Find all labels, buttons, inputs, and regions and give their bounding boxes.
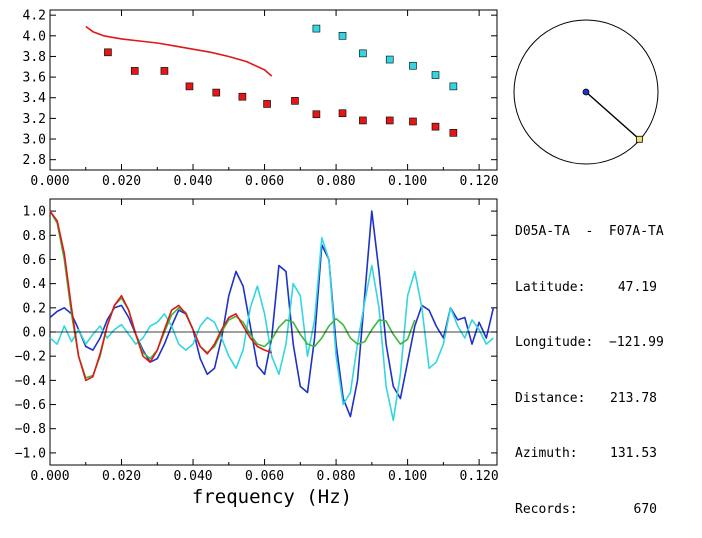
velocity-y-tick-label: 3.2 <box>23 112 46 127</box>
velocity-point <box>449 129 458 137</box>
velocity-point <box>449 82 458 91</box>
velocity-point <box>385 55 394 64</box>
correlation-series-line <box>49 210 272 382</box>
x-axis-label: frequency (Hz) <box>192 486 352 508</box>
velocity-point <box>359 116 367 125</box>
station-pair: D05A-TA - F07A-TA <box>515 224 664 239</box>
velocity-point <box>359 49 367 58</box>
velocity-point <box>431 122 440 131</box>
records-value: 670 <box>633 501 657 517</box>
correlation-y-tick-label: 0.0 <box>23 326 46 341</box>
velocity-y-tick-label: 2.8 <box>23 153 46 168</box>
azimuth-label: Azimuth: <box>515 446 578 461</box>
velocity-point <box>238 92 247 101</box>
map-circle <box>513 19 659 165</box>
velocity-y-tick-label: 3.8 <box>23 50 46 65</box>
velocity-panel: 0.000 0.020 0.040 0.060 0.080 0.100 0.120 2.8 3.… <box>23 9 499 189</box>
velocity-panel-data <box>85 24 458 137</box>
velocity-x-tick-label: 0.080 <box>317 174 356 189</box>
correlation-panel-ticks: 0.000 0.020 0.040 0.060 0.080 0.100 0.120 1.0 0.… <box>15 199 499 484</box>
velocity-point <box>409 117 417 126</box>
velocity-panel-ticks: 0.000 0.020 0.040 0.060 0.080 0.100 0.120 2.8 3.… <box>23 9 499 189</box>
info-row-latitude: Latitude: 47.19 <box>515 279 664 298</box>
info-row-azimuth: Azimuth: 131.53 <box>515 445 664 464</box>
velocity-point <box>160 67 169 75</box>
correlation-y-tick-label: −0.6 <box>15 398 46 413</box>
velocity-point <box>263 100 271 108</box>
longitude-label: Longitude: <box>515 335 594 350</box>
velocity-panel-frame <box>49 9 498 171</box>
velocity-x-tick-label: 0.000 <box>30 174 69 189</box>
path-line <box>585 91 640 140</box>
correlation-y-tick-label: −0.4 <box>15 374 46 389</box>
correlation-x-tick-label: 0.100 <box>388 469 427 484</box>
correlation-series-line <box>49 210 495 418</box>
azimuth-value: 131.53 <box>610 446 657 461</box>
correlation-x-tick-label: 0.080 <box>317 469 356 484</box>
azimuth-map <box>513 19 659 165</box>
velocity-y-tick-label: 4.0 <box>23 29 46 44</box>
longitude-value: −121.99 <box>609 335 664 350</box>
velocity-y-tick-label: 3.6 <box>23 71 46 86</box>
info-row-records: Records: 670 <box>515 501 664 520</box>
velocity-x-tick-label: 0.120 <box>460 174 499 189</box>
velocity-point <box>431 71 440 79</box>
correlation-y-tick-label: 1.0 <box>23 205 46 220</box>
velocity-point <box>312 24 321 33</box>
velocity-point <box>130 67 139 75</box>
info-row-longitude: Longitude: −121.99 <box>515 334 664 353</box>
velocity-x-tick-label: 0.060 <box>245 174 284 189</box>
correlation-x-tick-label: 0.060 <box>245 469 284 484</box>
correlation-y-tick-label: 0.2 <box>23 301 46 316</box>
info-row-distance: Distance: 213.78 <box>515 390 664 409</box>
velocity-y-tick-label: 4.2 <box>23 9 46 24</box>
velocity-point <box>338 109 347 118</box>
origin-station-marker <box>582 88 590 96</box>
target-station-marker <box>635 135 643 143</box>
correlation-panel-data <box>49 210 497 422</box>
velocity-point <box>338 32 347 40</box>
velocity-point <box>104 48 112 57</box>
velocity-point <box>212 88 221 97</box>
velocity-x-tick-label: 0.020 <box>102 174 141 189</box>
correlation-y-tick-label: −0.8 <box>15 422 46 437</box>
correlation-panel: 0.000 0.020 0.040 0.060 0.080 0.100 0.120 1.0 0.… <box>15 198 499 508</box>
velocity-point <box>409 61 417 70</box>
velocity-series-line <box>85 25 273 77</box>
velocity-point <box>312 110 321 119</box>
velocity-y-tick-label: 3.0 <box>23 133 46 148</box>
velocity-x-tick-label: 0.040 <box>173 174 212 189</box>
correlation-y-tick-label: −1.0 <box>15 446 46 461</box>
station-info-panel: D05A-TA - F07A-TA Latitude: 47.19 Longit… <box>515 186 664 538</box>
velocity-point <box>385 116 394 125</box>
records-label: Records: <box>515 501 578 517</box>
velocity-point <box>185 82 194 91</box>
correlation-y-tick-label: −0.2 <box>15 350 46 365</box>
correlation-series-line <box>49 236 494 422</box>
velocity-x-tick-label: 0.100 <box>388 174 427 189</box>
figure: 0.000 0.020 0.040 0.060 0.080 0.100 0.120 2.8 3.… <box>15 9 659 508</box>
latitude-value: 47.19 <box>617 279 657 295</box>
velocity-point <box>291 97 299 105</box>
correlation-x-tick-label: 0.040 <box>173 469 212 484</box>
correlation-x-tick-label: 0.000 <box>30 469 69 484</box>
correlation-x-tick-label: 0.120 <box>460 469 499 484</box>
latitude-label: Latitude: <box>515 279 586 295</box>
distance-label: Distance: <box>515 390 586 406</box>
correlation-y-tick-label: 0.6 <box>23 253 46 268</box>
correlation-y-tick-label: 0.4 <box>23 277 47 292</box>
distance-value: 213.78 <box>610 390 657 406</box>
velocity-y-tick-label: 3.4 <box>23 91 47 106</box>
correlation-y-tick-label: 0.8 <box>23 229 46 244</box>
correlation-x-tick-label: 0.020 <box>102 469 141 484</box>
